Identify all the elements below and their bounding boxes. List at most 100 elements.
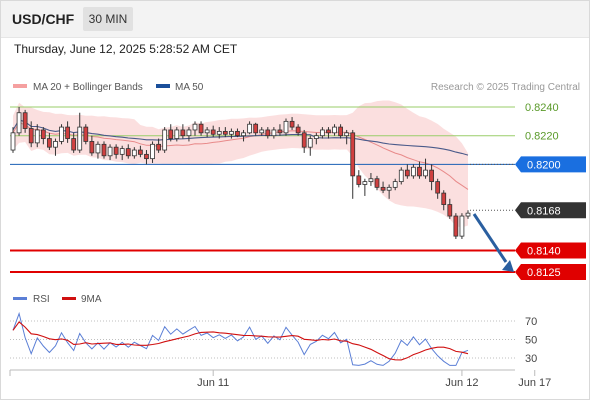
rsi-grid: 70 50 30	[10, 316, 537, 365]
candle-body	[235, 130, 240, 137]
chart-datetime: Thursday, June 12, 2025 5:28:52 AM CET	[14, 42, 238, 56]
x-tick-label-Jun-12: Jun 12	[445, 377, 478, 389]
candle-body	[313, 135, 319, 139]
forecast-arrow-head	[502, 260, 514, 272]
candle-body	[417, 166, 422, 177]
candle-body	[204, 129, 210, 134]
candle-body	[95, 143, 101, 154]
candle-body	[180, 129, 186, 137]
candle-body	[283, 120, 289, 134]
bollinger-legend-label: MA 20 + Bollinger Bands	[33, 82, 143, 93]
candle-body	[289, 120, 295, 128]
candle-body	[271, 129, 277, 137]
candle-body	[22, 112, 28, 129]
candle-body	[441, 192, 447, 205]
candle-body	[326, 129, 331, 134]
candle-body	[71, 138, 77, 151]
candle-body	[350, 132, 356, 177]
candle-body	[229, 130, 234, 135]
candle-body	[332, 126, 337, 134]
level-tag-bg-0.8168	[515, 202, 586, 219]
candle-body	[465, 212, 471, 217]
rsi-ma-line	[12, 321, 469, 361]
level-tag-0.8125: 0.8125	[527, 267, 561, 279]
level-label-0.8240: 0.8240	[525, 102, 559, 114]
level-tag-bg-0.8125	[515, 264, 586, 280]
candle-body	[247, 123, 252, 134]
candle-body	[241, 132, 246, 137]
candle-body	[131, 149, 137, 157]
ma50-legend-label: MA 50	[175, 82, 204, 93]
rsi-tick-70: 70	[525, 316, 537, 328]
candle-body	[168, 129, 174, 139]
chart-header: USD/CHF 30 MIN	[1, 1, 589, 38]
candle-body	[435, 181, 441, 194]
candle-body	[253, 123, 259, 134]
candle-body	[65, 126, 70, 139]
candle-body	[344, 132, 350, 137]
level-label-0.8220: 0.8220	[525, 131, 559, 143]
candle-body	[77, 126, 83, 151]
candle-body	[83, 126, 89, 142]
candle-body	[107, 146, 113, 157]
candle-body	[362, 181, 368, 185]
candle-body	[222, 130, 228, 135]
rsi-tick-50: 50	[525, 335, 537, 347]
ma50-legend-swatch	[156, 84, 170, 88]
candle-body	[216, 130, 222, 135]
candle-body	[392, 181, 398, 188]
x-axis-ticks: Jun 11 Jun 12 Jun 17	[197, 370, 551, 389]
level-tag-bg-0.8200	[515, 156, 586, 173]
candle-body	[119, 148, 125, 155]
level-tag-bg-0.8140	[515, 242, 586, 259]
candle-body	[138, 149, 143, 155]
candle-body	[368, 178, 374, 183]
candlesticks	[10, 107, 471, 239]
rsi-ma-legend-swatch	[62, 297, 76, 300]
candle-body	[16, 112, 22, 134]
candle-body	[380, 186, 386, 191]
candle-body	[174, 129, 180, 139]
candle-body	[307, 138, 313, 148]
candle-body	[144, 153, 149, 160]
candle-body	[338, 126, 343, 137]
candle-body	[277, 129, 283, 134]
candle-body	[404, 169, 410, 177]
rsi-line	[12, 311, 469, 366]
candle-body	[28, 128, 34, 144]
candle-body	[429, 169, 434, 183]
candle-body	[125, 148, 131, 157]
candle-body	[356, 175, 362, 185]
candle-body	[259, 129, 265, 134]
bollinger-legend-swatch	[13, 84, 27, 88]
candle-body	[301, 132, 307, 148]
rsi-ma-legend-label: 9MA	[81, 294, 102, 305]
level-tag-0.8168: 0.8168	[527, 205, 561, 217]
candle-body	[59, 126, 64, 142]
candle-body	[198, 123, 204, 134]
candle-body	[210, 129, 216, 135]
timeframe-button[interactable]: 30 MIN	[83, 7, 133, 31]
x-tick-label-Jun-11: Jun 11	[197, 377, 229, 389]
candle-body	[101, 143, 107, 157]
bollinger-band	[13, 100, 468, 228]
candle-body	[447, 204, 453, 217]
candle-body	[162, 129, 168, 151]
level-tag-0.8140: 0.8140	[527, 245, 561, 257]
candle-body	[113, 146, 119, 155]
rsi-tick-30: 30	[525, 353, 537, 365]
candle-body	[295, 126, 301, 134]
candle-body	[459, 215, 465, 237]
symbol-label: USD/CHF	[12, 11, 75, 27]
candle-body	[423, 169, 428, 177]
candle-body	[192, 123, 198, 131]
candle-body	[156, 143, 161, 151]
candle-body	[386, 186, 392, 191]
rsi-legend-swatch	[13, 297, 27, 300]
candle-body	[374, 178, 380, 188]
rsi-legend-label: RSI	[33, 294, 50, 305]
candle-body	[453, 215, 459, 237]
forecast-arrow-shaft	[472, 213, 508, 263]
